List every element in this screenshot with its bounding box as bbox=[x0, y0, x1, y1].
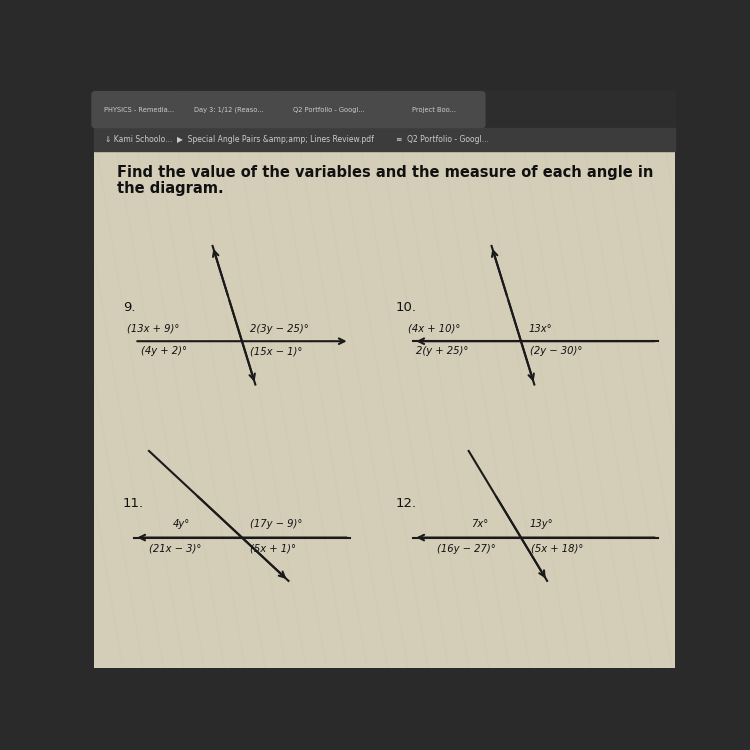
FancyBboxPatch shape bbox=[382, 92, 485, 128]
Text: 13x°: 13x° bbox=[529, 324, 552, 334]
Text: 7x°: 7x° bbox=[470, 519, 488, 529]
Bar bbox=[94, 128, 675, 151]
Text: 2(y + 25)°: 2(y + 25)° bbox=[416, 346, 469, 356]
Text: 9.: 9. bbox=[123, 301, 135, 313]
Text: 2(3y − 25)°: 2(3y − 25)° bbox=[250, 324, 308, 334]
Text: the diagram.: the diagram. bbox=[117, 181, 224, 196]
FancyBboxPatch shape bbox=[272, 92, 386, 128]
Text: ≡  Q2 Portfolio - Googl...: ≡ Q2 Portfolio - Googl... bbox=[396, 134, 489, 143]
Text: Day 3: 1/12 (Reaso...: Day 3: 1/12 (Reaso... bbox=[194, 106, 264, 113]
Text: (2y − 30)°: (2y − 30)° bbox=[530, 346, 582, 356]
Text: (17y − 9)°: (17y − 9)° bbox=[250, 519, 302, 529]
Text: 10.: 10. bbox=[396, 301, 417, 313]
Text: Project Boo...: Project Boo... bbox=[412, 106, 456, 112]
Text: (5x + 18)°: (5x + 18)° bbox=[531, 544, 584, 554]
Text: 13y°: 13y° bbox=[530, 519, 554, 529]
Bar bbox=[94, 151, 675, 668]
Text: (13x + 9)°: (13x + 9)° bbox=[128, 324, 180, 334]
Text: Q2 Portfolio - Googl...: Q2 Portfolio - Googl... bbox=[293, 106, 365, 112]
Text: (5x + 1)°: (5x + 1)° bbox=[250, 544, 296, 554]
FancyBboxPatch shape bbox=[92, 92, 185, 128]
Text: 11.: 11. bbox=[123, 497, 144, 510]
Text: (4x + 10)°: (4x + 10)° bbox=[407, 324, 460, 334]
Text: 4y°: 4y° bbox=[172, 519, 190, 529]
Text: (16y − 27)°: (16y − 27)° bbox=[437, 544, 496, 554]
Text: ⇓ Kami Schoolo...  ▶  Special Angle Pairs &amp;amp; Lines Review.pdf: ⇓ Kami Schoolo... ▶ Special Angle Pairs … bbox=[105, 134, 374, 143]
Text: 12.: 12. bbox=[396, 497, 417, 510]
Text: (21x − 3)°: (21x − 3)° bbox=[149, 544, 201, 554]
Text: Find the value of the variables and the measure of each angle in: Find the value of the variables and the … bbox=[117, 165, 653, 180]
Text: PHYSICS - Remedia...: PHYSICS - Remedia... bbox=[104, 106, 174, 112]
Text: (15x − 1)°: (15x − 1)° bbox=[250, 346, 302, 356]
Bar bbox=[94, 90, 675, 128]
FancyBboxPatch shape bbox=[182, 92, 276, 128]
Text: (4y + 2)°: (4y + 2)° bbox=[141, 346, 187, 356]
